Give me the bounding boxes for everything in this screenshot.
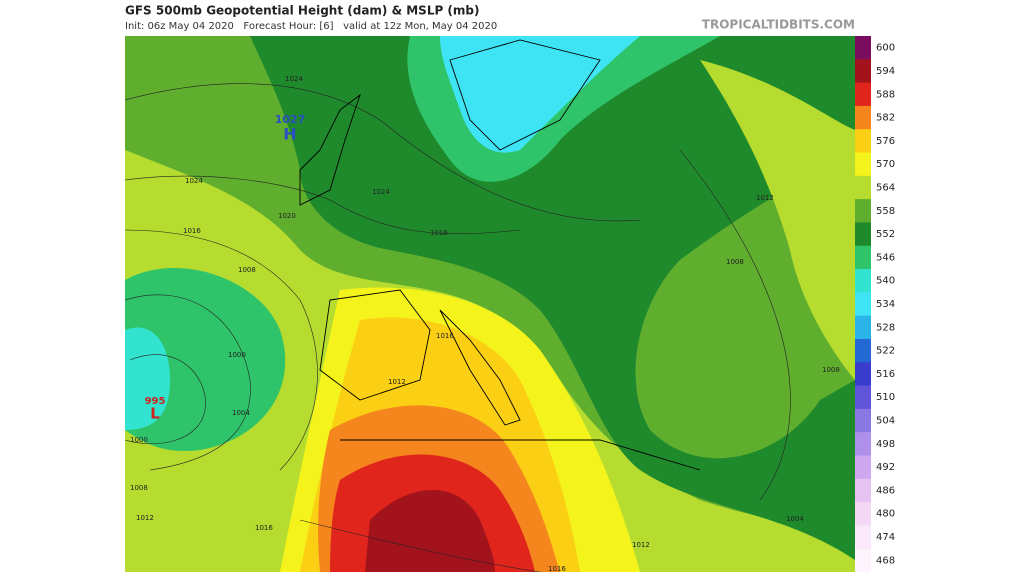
isobar-label: 1024 bbox=[285, 75, 303, 83]
legend-swatch bbox=[855, 548, 871, 573]
isobar-label: 1016 bbox=[255, 524, 273, 532]
legend-swatch bbox=[855, 152, 871, 177]
legend-swatch bbox=[855, 385, 871, 410]
legend-label: 582 bbox=[876, 113, 895, 124]
legend-swatch bbox=[855, 408, 871, 433]
legend-label: 510 bbox=[876, 392, 895, 403]
legend-swatch bbox=[855, 525, 871, 550]
isobar-label: 1008 bbox=[726, 258, 744, 266]
legend-swatch bbox=[855, 315, 871, 340]
isobar-label: 1016 bbox=[183, 227, 201, 235]
isobar-label: 1024 bbox=[372, 188, 390, 196]
isobar-label: 1016 bbox=[548, 565, 566, 573]
legend-label: 600 bbox=[876, 43, 895, 54]
isobar-label: 1020 bbox=[278, 212, 296, 220]
legend-swatch bbox=[855, 59, 871, 84]
legend-label: 498 bbox=[876, 439, 895, 450]
legend-swatch bbox=[855, 362, 871, 387]
legend-label: 492 bbox=[876, 462, 895, 473]
legend-swatch bbox=[855, 36, 871, 60]
legend-label: 474 bbox=[876, 532, 895, 543]
legend-swatch bbox=[855, 222, 871, 247]
legend-label: 588 bbox=[876, 89, 895, 100]
isobar-label: 1008 bbox=[822, 366, 840, 374]
low-letter: L bbox=[150, 405, 160, 423]
isobar-label: 1008 bbox=[130, 484, 148, 492]
legend-swatch bbox=[855, 199, 871, 223]
isobar-label: 1012 bbox=[632, 541, 650, 549]
legend-swatch bbox=[855, 432, 871, 456]
legend-swatch bbox=[855, 455, 871, 480]
high-letter: H bbox=[283, 125, 296, 144]
legend-label: 534 bbox=[876, 299, 895, 310]
legend-label: 558 bbox=[876, 206, 895, 217]
legend-swatch bbox=[855, 478, 871, 503]
brand: TROPICALTIDBITS.COM bbox=[702, 18, 855, 32]
isobar-label: 1008 bbox=[238, 266, 256, 274]
isobar-label: 1012 bbox=[756, 194, 774, 202]
isobar-label: 1004 bbox=[232, 409, 250, 417]
title: GFS 500mb Geopotential Height (dam) & MS… bbox=[125, 4, 480, 18]
isobar-label: 1004 bbox=[786, 515, 804, 523]
legend-swatch bbox=[855, 245, 871, 270]
legend-label: 576 bbox=[876, 136, 895, 147]
legend-label: 516 bbox=[876, 369, 895, 380]
map: 1027 H 995 L 1024 1024 1016 1008 1000 10… bbox=[125, 36, 855, 573]
legend-label: 486 bbox=[876, 485, 895, 496]
legend-label: 504 bbox=[876, 416, 895, 427]
legend-label: 594 bbox=[876, 66, 895, 77]
isobar-label: 1000 bbox=[130, 436, 148, 444]
legend-swatch bbox=[855, 269, 871, 293]
legend-label: 564 bbox=[876, 182, 895, 193]
high-pressure: 1027 bbox=[275, 113, 306, 126]
legend-swatch bbox=[855, 292, 871, 317]
isobar-label: 1016 bbox=[436, 332, 454, 340]
legend-swatch bbox=[855, 338, 871, 363]
isobar-label: 1012 bbox=[388, 378, 406, 386]
isobar-label: 1024 bbox=[185, 177, 203, 185]
color-legend: 600 594 588 582 576 570 564 558 552 546 540 534 528 5… bbox=[855, 36, 895, 573]
isobar-label: 1000 bbox=[228, 351, 246, 359]
legend-swatch bbox=[855, 82, 871, 107]
legend-swatch bbox=[855, 502, 871, 526]
isobar-label: 1012 bbox=[136, 514, 154, 522]
legend-label: 480 bbox=[876, 509, 895, 520]
legend-swatch bbox=[855, 105, 871, 130]
legend-swatch bbox=[855, 175, 871, 200]
legend-swatch bbox=[855, 129, 871, 154]
legend-label: 528 bbox=[876, 322, 895, 333]
legend-label: 522 bbox=[876, 346, 895, 357]
low-pressure: 995 bbox=[145, 396, 166, 407]
legend-label: 552 bbox=[876, 229, 895, 240]
legend-label: 540 bbox=[876, 276, 895, 287]
legend-label: 570 bbox=[876, 159, 895, 170]
legend-label: 546 bbox=[876, 252, 895, 263]
legend-label: 468 bbox=[876, 555, 895, 566]
isobar-label: 1016 bbox=[430, 229, 448, 237]
subtitle: Init: 06z May 04 2020 Forecast Hour: [6]… bbox=[125, 21, 497, 32]
